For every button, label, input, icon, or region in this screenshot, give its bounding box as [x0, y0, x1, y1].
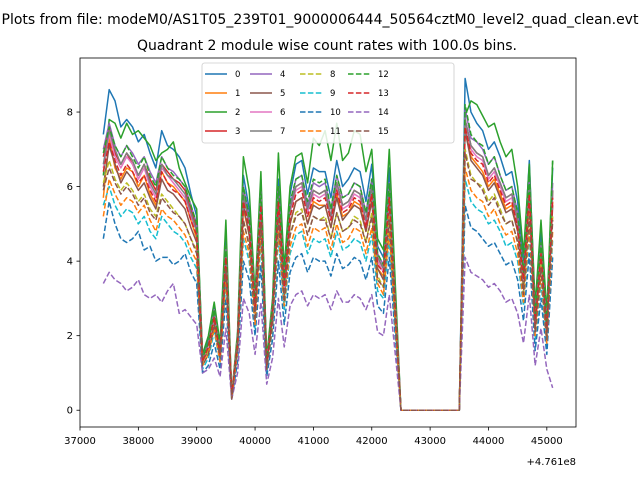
plot-frame: [79, 57, 577, 428]
legend-label-3: 3: [235, 127, 240, 137]
series-line-13: [102, 126, 554, 411]
x-tick-label: 45000: [531, 436, 563, 447]
legend-label-6: 6: [280, 108, 285, 118]
legend-label-7: 7: [280, 127, 285, 137]
chart-suptitle: Plots from file: modeM0/AS1T05_239T01_90…: [2, 12, 639, 28]
legend-label-8: 8: [330, 70, 335, 80]
series-line-0: [102, 77, 554, 411]
y-tick-label: 4: [67, 257, 73, 268]
legend-label-0: 0: [235, 70, 240, 80]
x-tick-label: 39000: [181, 436, 213, 447]
series-line-7: [102, 118, 554, 411]
legend-label-13: 13: [378, 89, 389, 99]
legend-label-11: 11: [330, 127, 341, 137]
legend-label-10: 10: [330, 108, 341, 118]
y-tick-label: 2: [67, 331, 73, 342]
series-line-15: [102, 152, 554, 411]
legend-label-14: 14: [378, 108, 389, 118]
series-line-12: [102, 103, 554, 411]
series-group: [102, 77, 554, 411]
legend-label-1: 1: [235, 89, 240, 99]
series-line-9: [102, 178, 554, 411]
legend-label-12: 12: [378, 70, 389, 80]
x-tick-label: 44000: [473, 436, 505, 447]
series-line-5: [102, 129, 554, 411]
legend-label-5: 5: [280, 89, 285, 99]
x-tick-label: 43000: [414, 436, 446, 447]
legend-label-9: 9: [330, 89, 335, 99]
series-line-10: [102, 200, 554, 411]
x-tick-label: 38000: [122, 436, 154, 447]
series-line-2: [102, 100, 554, 411]
axis-ticks: 37000 38000 39000 40000 41000 42000 43000 44000…: [64, 108, 563, 447]
x-tick-label: 40000: [239, 436, 271, 447]
legend-label-2: 2: [235, 108, 240, 118]
plot-area: [79, 57, 577, 428]
x-tick-label: 41000: [298, 436, 330, 447]
series-line-11: [102, 167, 554, 411]
series-line-14: [102, 256, 554, 411]
legend-label-4: 4: [280, 70, 285, 80]
x-tick-label: 42000: [356, 436, 388, 447]
y-tick-label: 6: [67, 182, 73, 193]
y-tick-label: 0: [67, 406, 73, 417]
x-offset-text: +4.761e8: [526, 457, 576, 468]
x-tick-label: 37000: [64, 436, 96, 447]
chart-title: Quadrant 2 module wise count rates with …: [137, 38, 517, 54]
legend-box: [201, 62, 455, 144]
legend-label-15: 15: [378, 127, 389, 137]
series-line-8: [102, 148, 554, 411]
y-tick-label: 8: [67, 108, 73, 119]
